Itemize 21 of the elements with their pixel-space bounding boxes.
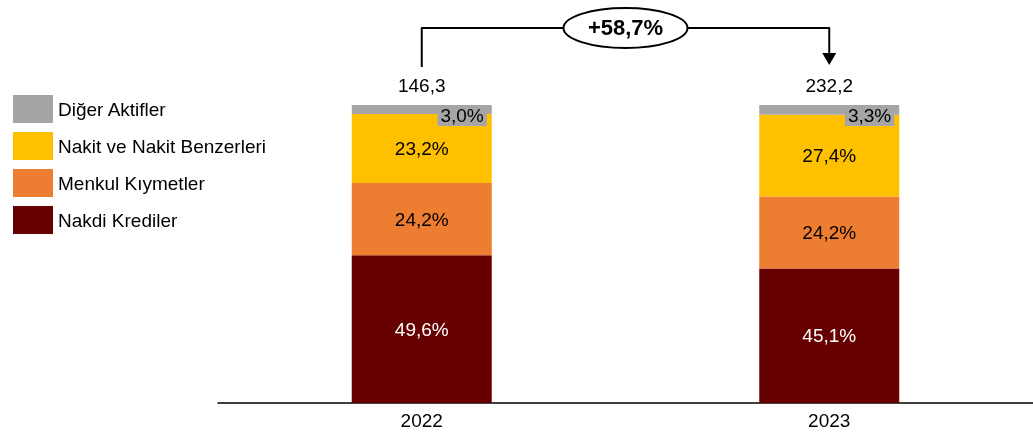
data-label: 45,1% bbox=[802, 325, 857, 347]
data-label: 24,2% bbox=[802, 222, 857, 244]
legend-label: Diğer Aktifler bbox=[58, 98, 167, 120]
annotation: 232,2 bbox=[805, 75, 854, 96]
text: +58,7% bbox=[587, 15, 664, 41]
data-label: 3,0% bbox=[440, 105, 484, 126]
data-label: 49,6% bbox=[394, 318, 449, 340]
data-label: 3,3% bbox=[847, 105, 892, 126]
x-tick-label: 2023 bbox=[808, 410, 851, 431]
bar bbox=[759, 268, 900, 403]
x-tick-label: 2022 bbox=[400, 410, 443, 431]
legend-label: Menkul Kıymetler bbox=[58, 172, 206, 194]
data-label: 24,2% bbox=[394, 208, 449, 230]
bar bbox=[351, 255, 492, 403]
bar bbox=[351, 183, 492, 256]
bar bbox=[759, 196, 900, 269]
annotation: 146,3 bbox=[397, 75, 446, 96]
legend-label: Nakit ve Nakit Benzerleri bbox=[58, 135, 267, 157]
legend-label: Nakdi Krediler bbox=[58, 209, 178, 231]
data-label: 23,2% bbox=[394, 138, 449, 160]
data-label: 27,4% bbox=[802, 145, 857, 167]
